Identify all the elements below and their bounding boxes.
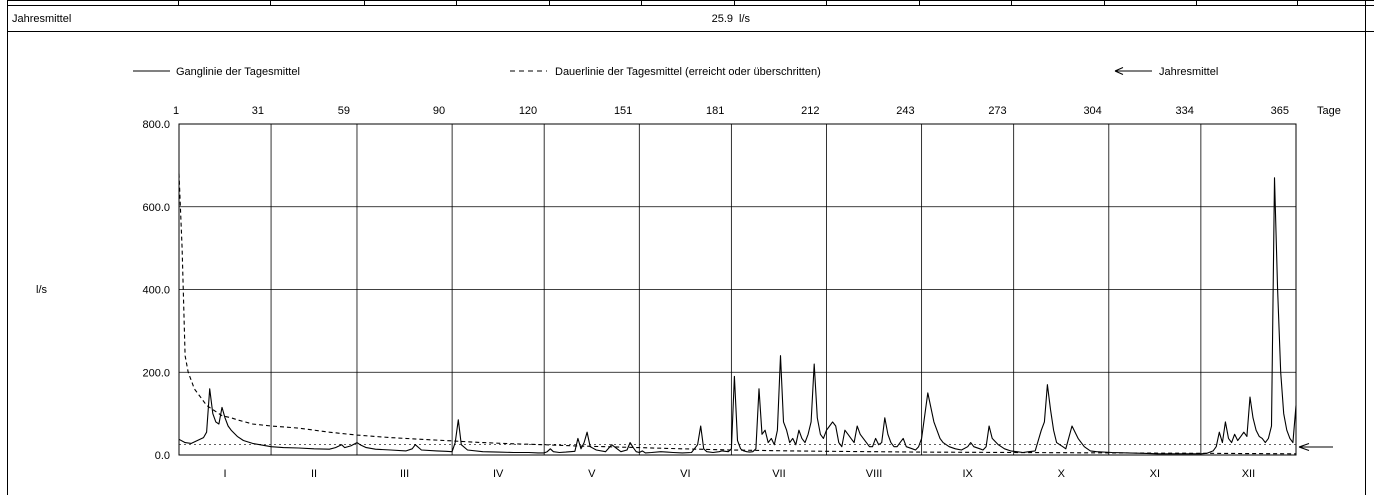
y-tick-label: 400.0	[142, 285, 170, 297]
x-axis-label: Tage	[1317, 105, 1341, 117]
month-label: VIII	[866, 468, 883, 480]
month-label: IX	[962, 468, 973, 480]
legend-mean-label: Jahresmittel	[1159, 66, 1218, 78]
daily-hydrograph-line	[178, 177, 1297, 455]
legend: Ganglinie der Tagesmittel Dauerlinie der…	[133, 66, 1218, 78]
x-tick-label: 273	[988, 105, 1006, 117]
month-label: VI	[680, 468, 690, 480]
top-table	[7, 0, 1374, 495]
month-label: VII	[772, 468, 785, 480]
x-axis-ticks: 1 31 59 90 120 151 181 212 243 273 304 334 365	[173, 105, 1289, 117]
month-label: XII	[1242, 468, 1255, 480]
month-label: II	[311, 468, 317, 480]
y-axis-label: l/s	[36, 284, 48, 296]
duration-curve-line	[178, 173, 1297, 455]
annual-mean-label: Jahresmittel	[12, 13, 71, 25]
x-tick-label: 151	[614, 105, 632, 117]
month-label: III	[400, 468, 409, 480]
month-label: I	[223, 468, 226, 480]
x-tick-label: 365	[1271, 105, 1289, 117]
month-labels: I II III IV V VI VII VIII IX X XI XII	[223, 468, 1255, 480]
month-label: V	[588, 468, 596, 480]
plot-grid	[178, 123, 1297, 456]
x-tick-label: 31	[252, 105, 264, 117]
x-tick-label: 120	[519, 105, 537, 117]
x-tick-label: 181	[706, 105, 724, 117]
x-tick-label: 243	[896, 105, 914, 117]
annual-mean-marker-icon	[1298, 443, 1333, 451]
y-tick-label: 800.0	[142, 119, 170, 131]
legend-arrow-icon	[1114, 67, 1152, 75]
y-tick-label: 600.0	[142, 202, 170, 214]
annual-mean-value: 25.9	[712, 13, 733, 25]
x-tick-label: 304	[1083, 105, 1101, 117]
x-tick-label: 1	[173, 105, 179, 117]
x-tick-label: 59	[338, 105, 350, 117]
y-tick-label: 200.0	[142, 367, 170, 379]
x-tick-label: 212	[801, 105, 819, 117]
series-layer	[178, 173, 1297, 455]
month-label: X	[1058, 468, 1066, 480]
y-tick-label: 0.0	[155, 450, 170, 462]
y-axis-ticks: 0.0 200.0 400.0 600.0 800.0	[142, 119, 170, 462]
x-tick-label: 334	[1176, 105, 1194, 117]
month-label: IV	[493, 468, 504, 480]
annual-mean-unit: l/s	[739, 13, 751, 25]
month-label: XI	[1150, 468, 1160, 480]
x-tick-label: 90	[433, 105, 445, 117]
legend-duration-label: Dauerlinie der Tagesmittel (erreicht ode…	[555, 66, 821, 78]
legend-daily-label: Ganglinie der Tagesmittel	[176, 66, 300, 78]
